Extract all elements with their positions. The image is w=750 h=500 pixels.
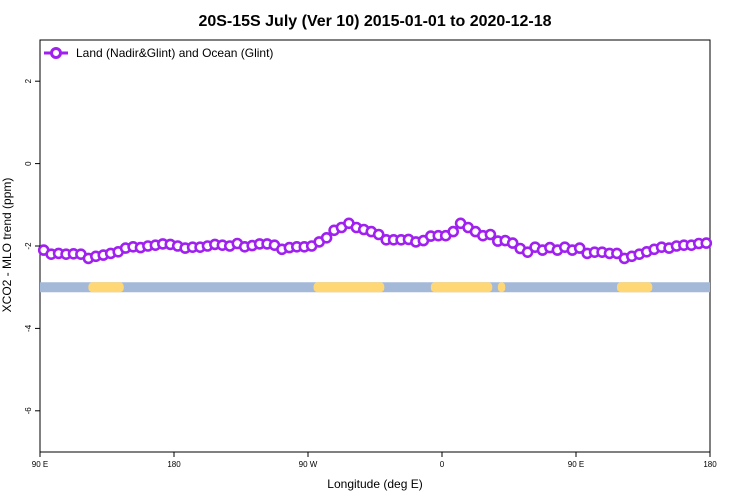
legend-marker-swatch (50, 47, 62, 59)
land-segment (313, 282, 385, 293)
series-land-ocean (37, 217, 713, 265)
x-axis: 90 E 180 90 W 0 90 E 180 (32, 452, 717, 469)
data-point (484, 228, 497, 241)
x-tick-label: 90 E (32, 460, 48, 469)
x-tick-label: 90 W (299, 460, 318, 469)
legend-entry-label: Land (Nadir&Glint) and Ocean (Glint) (76, 46, 273, 60)
chart-title: 20S-15S July (Ver 10) 2015-01-01 to 2020… (198, 13, 551, 30)
data-point (611, 247, 623, 260)
surface-band (40, 282, 710, 293)
data-point (320, 232, 333, 244)
y-tick-label: -6 (24, 407, 33, 415)
data-point (372, 228, 385, 241)
x-tick-label: 180 (703, 460, 717, 469)
y-axis-label: XCO2 - MLO trend (ppm) (0, 178, 14, 313)
land-segment (430, 282, 493, 293)
data-point (573, 242, 586, 254)
x-axis-label: Longitude (deg E) (327, 477, 422, 491)
data-point (521, 246, 534, 258)
x-tick-label: 0 (440, 460, 445, 469)
y-tick-label: -2 (24, 242, 33, 250)
land-segment (616, 282, 653, 293)
data-point (700, 237, 713, 249)
land-segment (497, 282, 506, 293)
x-tick-label: 90 E (568, 460, 584, 469)
land-segment (88, 282, 124, 293)
y-tick-label: 0 (24, 161, 33, 166)
data-point (447, 225, 460, 238)
y-axis: 2 0 -2 -4 -6 (24, 78, 40, 414)
y-tick-label: -4 (24, 324, 33, 332)
y-tick-label: 2 (24, 78, 33, 83)
data-point (506, 237, 519, 249)
legend: Land (Nadir&Glint) and Ocean (Glint) (44, 46, 273, 60)
x-tick-label: 180 (167, 460, 181, 469)
